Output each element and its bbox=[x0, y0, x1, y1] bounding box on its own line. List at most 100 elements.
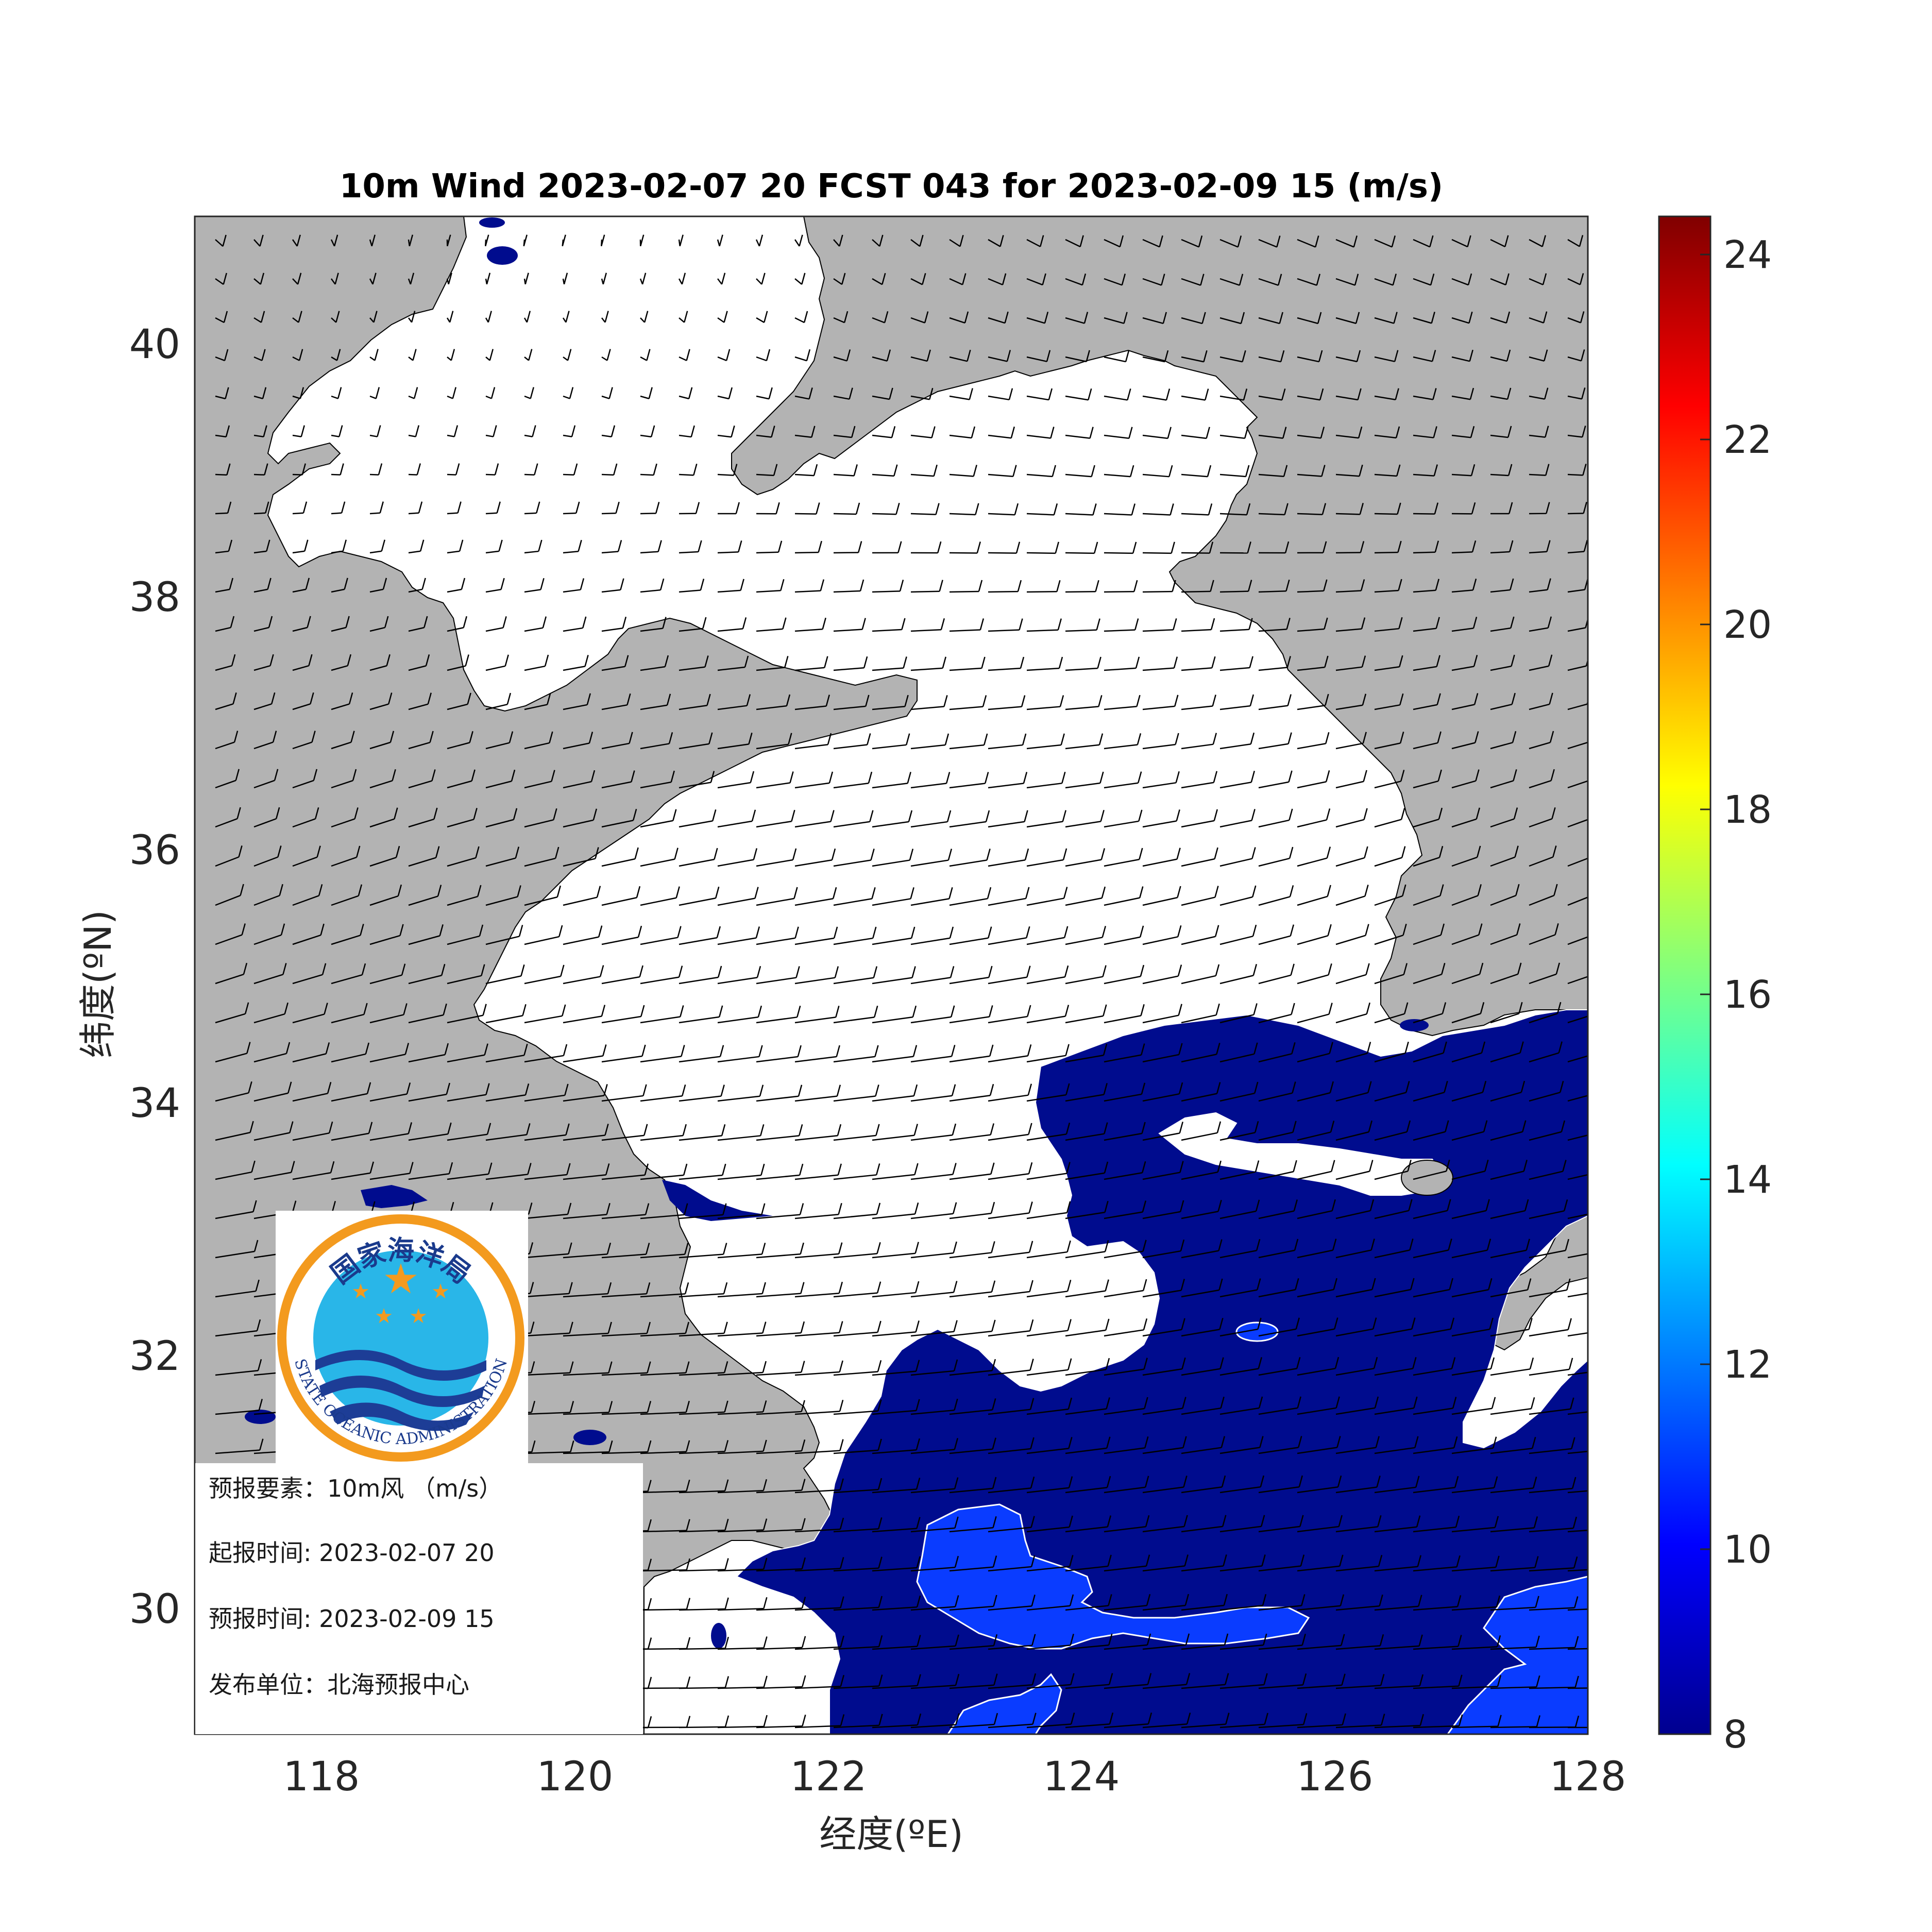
wind-barb-shaft bbox=[1065, 1094, 1104, 1102]
wind-barb-shaft bbox=[447, 473, 456, 476]
wind-barb-shaft bbox=[292, 703, 311, 710]
wind-barb-shaft bbox=[1142, 590, 1173, 593]
wind-barb-shaft bbox=[1451, 434, 1471, 438]
wind-barb-feather bbox=[1455, 1515, 1460, 1528]
wind-barb-shaft bbox=[601, 742, 630, 750]
wind-barb-feather bbox=[1550, 769, 1555, 781]
wind-barb-shaft bbox=[1490, 818, 1515, 828]
wind-barb-feather bbox=[1545, 464, 1550, 476]
wind-barb-feather bbox=[1532, 1436, 1536, 1449]
wind-barb-feather bbox=[681, 273, 686, 285]
wind-barb-shaft bbox=[640, 1095, 683, 1102]
wind-barb-feather bbox=[1364, 885, 1369, 896]
wind-barb-shaft bbox=[1026, 1448, 1069, 1454]
wind-barb-feather bbox=[964, 311, 969, 324]
wind-barb-shaft bbox=[1490, 1210, 1526, 1219]
wind-barb-feather bbox=[1377, 1515, 1382, 1527]
wind-barb-feather bbox=[1357, 388, 1362, 400]
wind-barb-feather bbox=[686, 1716, 691, 1727]
wind-barb-feather bbox=[801, 1636, 806, 1648]
wind-barb-feather bbox=[1026, 965, 1031, 978]
wind-barb-feather bbox=[762, 1557, 768, 1570]
wind-barb-shaft bbox=[1335, 857, 1365, 867]
wind-barb-shaft bbox=[1490, 1487, 1534, 1494]
wind-barb-feather bbox=[1291, 1003, 1295, 1015]
wind-barb-feather bbox=[1065, 1083, 1070, 1095]
wind-barb-feather bbox=[1547, 616, 1552, 629]
wind-barb-feather bbox=[1561, 1120, 1566, 1132]
wind-barb-feather bbox=[1515, 884, 1520, 896]
wind-barb-feather bbox=[1053, 503, 1058, 515]
wind-barb-shaft bbox=[1297, 1447, 1337, 1454]
wind-barb-feather bbox=[566, 1163, 571, 1175]
wind-barb-feather bbox=[415, 425, 420, 437]
wind-barb-shaft bbox=[794, 977, 835, 985]
wind-barb-feather bbox=[518, 925, 523, 937]
wind-barb-shaft bbox=[1413, 857, 1440, 867]
wind-barb-shaft bbox=[717, 1686, 764, 1689]
wind-barb-feather bbox=[1027, 1083, 1032, 1096]
land-liaodong bbox=[731, 216, 1588, 1037]
wind-barb-feather bbox=[1010, 426, 1015, 438]
wind-barb-feather bbox=[1292, 1081, 1296, 1093]
wind-barb-feather bbox=[1494, 1516, 1499, 1528]
wind-barb-feather bbox=[759, 1084, 764, 1097]
wind-barb-feather bbox=[1108, 1673, 1113, 1685]
wind-barb-feather bbox=[249, 1121, 254, 1133]
wind-barb-shaft bbox=[1258, 819, 1290, 828]
wind-barb-feather bbox=[509, 731, 514, 743]
wind-barb-feather bbox=[662, 617, 667, 629]
wind-barb-feather bbox=[1614, 1637, 1617, 1648]
wind-barb-feather bbox=[354, 807, 359, 819]
wind-barb-shaft bbox=[949, 1566, 994, 1572]
wind-barb-feather bbox=[1334, 1357, 1340, 1369]
wind-barb-shaft bbox=[1258, 317, 1280, 325]
wind-barb-feather bbox=[1295, 1278, 1299, 1290]
wind-barb-shaft bbox=[717, 1411, 764, 1415]
wind-barb-shaft bbox=[292, 550, 305, 554]
wind-barb-shaft bbox=[679, 897, 716, 906]
wind-barb-feather bbox=[569, 1321, 573, 1334]
wind-barb-feather bbox=[686, 1637, 691, 1649]
wind-barb-shaft bbox=[369, 1093, 408, 1102]
wind-barb-shaft bbox=[1104, 897, 1140, 906]
wind-barb-shaft bbox=[1335, 1605, 1380, 1611]
wind-barb-feather bbox=[1452, 1397, 1457, 1409]
wind-barb-feather bbox=[646, 1321, 651, 1334]
wind-barb-shaft bbox=[485, 857, 516, 867]
wind-barb-feather bbox=[1302, 1673, 1307, 1685]
wind-barb-shaft bbox=[872, 705, 905, 710]
wind-barb-feather bbox=[1020, 656, 1025, 669]
wind-barb-feather bbox=[724, 1676, 730, 1688]
wind-barb-feather bbox=[327, 1081, 332, 1094]
wind-barb-shaft bbox=[910, 937, 951, 945]
wind-barb-feather bbox=[350, 731, 355, 743]
wind-barb-feather bbox=[416, 463, 421, 475]
wind-barb-feather bbox=[1321, 503, 1327, 515]
wind-barb-shaft bbox=[1567, 589, 1585, 593]
wind-barb-feather bbox=[683, 311, 688, 323]
wind-barb-shaft bbox=[640, 1451, 687, 1454]
wind-barb-feather bbox=[399, 924, 404, 936]
wind-barb-shaft bbox=[215, 278, 224, 285]
wind-barb-shaft bbox=[1142, 667, 1174, 671]
wind-barb-shaft bbox=[215, 894, 241, 906]
wind-barb-feather bbox=[919, 234, 924, 247]
wind-barb-feather bbox=[310, 692, 314, 704]
wind-barb-feather bbox=[1469, 387, 1475, 400]
wind-barb-shaft bbox=[1065, 1290, 1106, 1298]
wind-barb-feather bbox=[947, 849, 953, 860]
wind-barb-shaft bbox=[1181, 1644, 1225, 1650]
wind-barb-shaft bbox=[524, 1332, 570, 1337]
wind-barb-feather bbox=[259, 1438, 264, 1450]
wind-barb-shaft bbox=[485, 357, 490, 361]
wind-barb-shaft bbox=[563, 976, 601, 985]
wind-barb-feather bbox=[379, 501, 384, 513]
wind-barb-feather bbox=[1574, 1636, 1579, 1648]
wind-barb-feather bbox=[1613, 1557, 1616, 1568]
wind-barb-shaft bbox=[794, 551, 819, 554]
wind-barb-feather bbox=[1402, 884, 1406, 896]
wind-barb-feather bbox=[1217, 1160, 1222, 1173]
wind-barb-feather bbox=[706, 693, 711, 706]
wind-barb-shaft bbox=[1451, 1527, 1496, 1533]
